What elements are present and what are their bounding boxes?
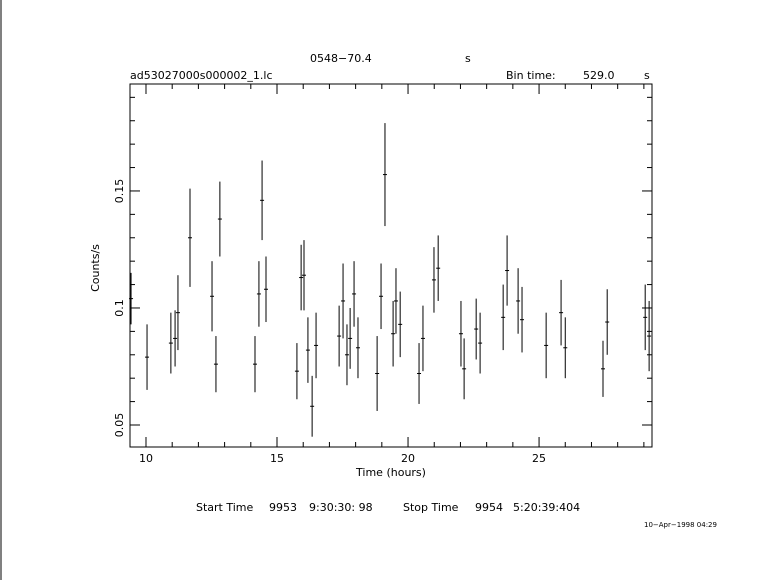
subtitle: ad53027000s000002_1.lc [130, 69, 273, 82]
start-time-label: Start Time [196, 501, 254, 514]
chart-title: 0548−70.4 [310, 52, 372, 65]
y-tick-label: 0.15 [113, 179, 126, 204]
stop-time-day: 9954 [475, 501, 503, 514]
plot-frame [129, 83, 653, 448]
bin-time-unit: s [644, 69, 650, 82]
y-tick-label: 0.05 [113, 413, 126, 438]
start-time-day: 9953 [269, 501, 297, 514]
stop-time-label: Stop Time [403, 501, 459, 514]
x-tick-label: 25 [532, 452, 546, 465]
stop-time: 5:20:39:404 [513, 501, 580, 514]
y-axis-label: Counts/s [89, 244, 102, 292]
x-tick-label: 10 [139, 452, 153, 465]
bin-time-label: Bin time: [506, 69, 556, 82]
bin-time: 529.0 [583, 69, 615, 82]
y-tick-label: 0.1 [113, 299, 126, 317]
date: 10−Apr−1998 04:29 [644, 521, 717, 529]
title-unit: s [465, 52, 471, 65]
x-axis-label: Time (hours) [355, 466, 426, 479]
x-tick-label: 20 [401, 452, 415, 465]
start-time: 9:30:30: 98 [309, 501, 373, 514]
x-tick-label: 15 [270, 452, 284, 465]
